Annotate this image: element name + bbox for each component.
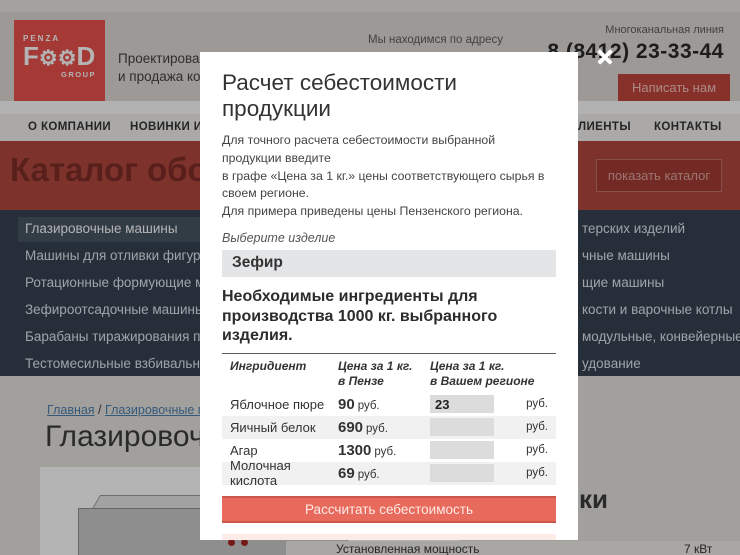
spec-name: Установленная мощность [336,542,480,555]
breadcrumb-home[interactable]: Главная [47,403,95,417]
write-us-button[interactable]: Написать нам [618,74,730,104]
phone-label: Многоканальная линия [605,24,724,36]
sidebar-item-casting[interactable]: Машины для отливки фигурного шок [25,248,200,263]
nav-item-clients[interactable]: ЛИЕНТЫ [578,121,631,133]
table-row: Яичный белок 690 руб. руб. [222,415,556,439]
penza-price: 690 [338,418,364,436]
gear-o-icon: ⚙ [38,47,58,70]
penza-price: 90 [338,395,355,413]
ingredients-heading: Необходимые ингредиенты для производства… [222,288,498,345]
logo-food: F⚙⚙D [23,41,96,71]
region-price-input[interactable] [430,418,494,437]
site-logo[interactable]: PENZA F⚙⚙D GROUP [14,20,105,110]
price-unit: руб. [526,398,548,411]
region-price-input[interactable] [430,464,494,483]
catalog-right-item-2[interactable]: чные машины [582,248,670,263]
ingredients-table: Ингридиент Цена за 1 кг. в Пензе Цена за … [222,352,556,488]
ingredient-name: Молочная кислота [230,458,291,489]
penza-price: 1300 [338,441,372,459]
region-price-input[interactable] [430,441,494,460]
product-select-label: Выберите изделие [222,231,336,246]
price-unit: руб. [366,422,388,435]
catalog-right-item-1[interactable]: терских изделий [582,221,686,236]
nav-item-contacts[interactable]: КОНТАКТЫ [654,121,722,133]
table-row: Молочная кислота 69 руб. руб. [222,458,556,488]
modal-description: Для точного расчета себестоимости выбран… [222,132,556,221]
modal-description-line: в графе «Цена за 1 кг.» цены соответству… [222,168,545,201]
show-catalog-button[interactable]: показать каталог [596,159,722,192]
modal-description-line: Для точного расчета себестоимости выбран… [222,133,496,165]
logo-group: GROUP [60,70,96,80]
price-unit: руб. [357,468,380,481]
modal-title: Расчет себестоимости продукции [222,70,457,121]
phone-block: Многоканальная линия 8 (8412) 23-33-44 [547,24,724,64]
close-icon[interactable] [594,46,616,68]
spec-row: Установленная мощность 7 кВт [286,541,740,555]
region-price-input[interactable] [430,395,494,414]
sidebar-item-glazing[interactable]: Глазировочные машины [18,217,200,242]
col-price-penza: Цена за 1 кг. в Пензе [338,358,413,388]
machine-button [228,539,235,546]
breadcrumb-separator: / [94,403,105,417]
nav-item-about[interactable]: О КОМПАНИИ [28,121,112,133]
product-select[interactable]: Зефир [222,250,556,278]
price-unit: руб. [526,444,548,457]
ingredient-name: Агар [230,442,258,458]
spec-value: 7 кВт [684,542,713,555]
table-row: Агар 1300 руб. руб. [222,439,556,462]
phone-number: 8 (8412) 23-33-44 [547,40,724,63]
col-price-region: Цена за 1 кг. в Вашем регионе [430,358,535,388]
catalog-right-item-3[interactable]: щие машины [582,275,665,290]
price-unit: руб. [526,421,548,434]
ingredient-name: Яблочное пюре [230,396,325,412]
calculate-button[interactable]: Рассчитать себестоимость [222,495,556,523]
penza-price: 69 [338,464,355,482]
cost-calc-modal: Расчет себестоимости продукции Для точно… [200,52,578,540]
sidebar-item-mixers[interactable]: Тестомесильные взбивальные машин [25,356,200,371]
result-box: Себестоимость 1 кг. в Пензе 71.29 руб. [222,533,556,540]
nav-item-news[interactable]: НОВИНКИ И С [130,121,215,133]
catalog-right-item-5[interactable]: модульные, конвейерные [582,329,740,344]
sidebar-item-drums[interactable]: Барабаны тиражирования пряников [25,329,200,344]
table-header: Ингридиент Цена за 1 кг. в Пензе Цена за … [222,354,556,393]
sidebar-item-rotary[interactable]: Ротационные формующие машины [25,275,200,290]
specs-heading-fragment: ки [579,484,608,514]
price-unit: руб. [357,399,380,412]
catalog-right-item-4[interactable]: кости и варочные котлы [582,302,733,317]
top-strip [0,0,740,12]
sidebar-item-zefir[interactable]: Зефироотсадочные машины [25,302,200,317]
machine-button [241,539,248,546]
modal-description-line: Для примера приведены цены Пензенского р… [222,204,524,219]
tagline-line2: и продажа конд [118,68,216,84]
price-unit: руб. [374,445,397,458]
logo-penza: PENZA [23,34,61,43]
price-unit: руб. [526,467,548,480]
gear-o-icon: ⚙ [57,47,77,70]
address-label: Мы находимся по адресу [368,34,503,46]
catalog-right-item-6[interactable]: удование [582,356,641,371]
ingredient-name: Яичный белок [230,419,316,435]
col-ingredient: Ингридиент [230,358,307,373]
